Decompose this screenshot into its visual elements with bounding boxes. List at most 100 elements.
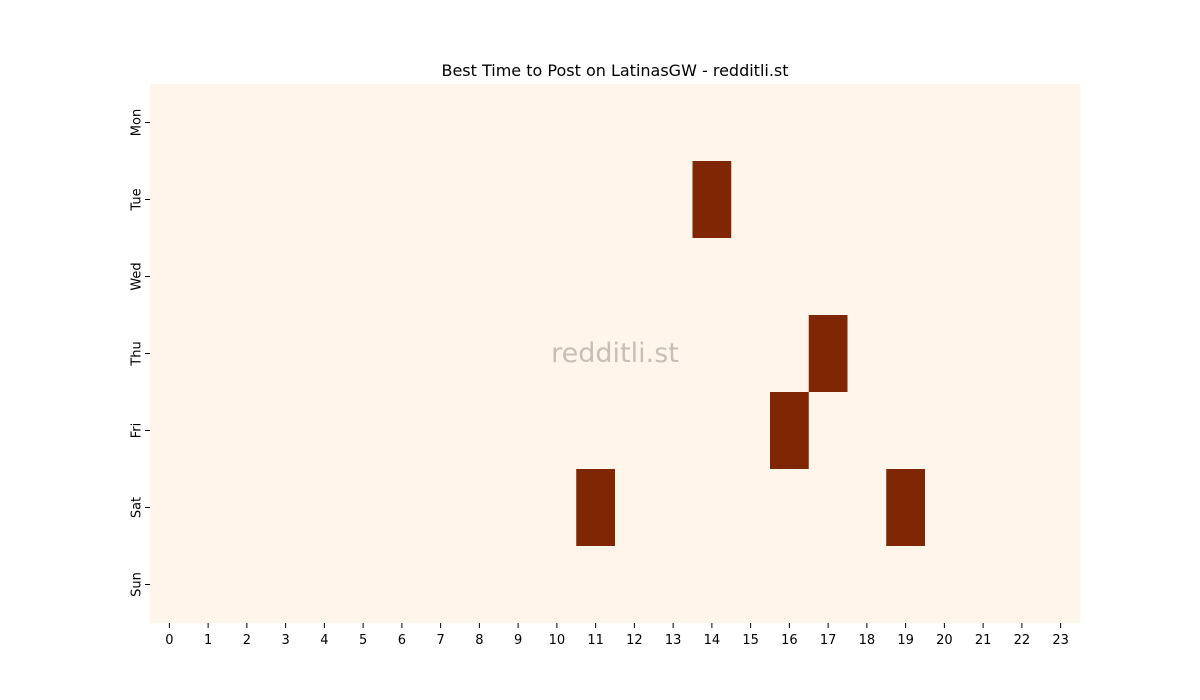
heatmap-cells [150, 84, 1081, 624]
y-axis: Mon Tue Wed Thu Fri Sat Sun [130, 109, 150, 597]
x-tick-label: 3 [281, 633, 289, 648]
x-axis: 0 1 2 3 4 5 6 7 8 9 10 11 12 13 14 15 16 17 18 19 20 21 22 23 [165, 623, 1069, 648]
heatmap-cell-thu-3 [266, 315, 306, 393]
heatmap-cell-sat-21 [963, 469, 1003, 547]
heatmap-cell-thu-21 [963, 315, 1003, 393]
heatmap-cell-mon-2 [227, 84, 267, 162]
heatmap-cell-sun-2 [227, 546, 267, 624]
heatmap-cell-fri-11 [576, 392, 616, 470]
heatmap-cell-fri-7 [421, 392, 461, 470]
heatmap-cell-wed-17 [808, 238, 848, 316]
x-tick-label: 22 [1014, 633, 1031, 648]
heatmap-cell-sun-13 [653, 546, 693, 624]
heatmap-cell-sat-23 [1041, 469, 1081, 547]
heatmap-cell-wed-20 [925, 238, 965, 316]
heatmap-cell-wed-23 [1041, 238, 1081, 316]
heatmap-cell-wed-0 [150, 238, 190, 316]
heatmap-cell-mon-18 [847, 84, 887, 162]
heatmap-cell-fri-23 [1041, 392, 1081, 470]
heatmap-cell-sun-6 [382, 546, 422, 624]
heatmap-cell-fri-2 [227, 392, 267, 470]
heatmap-cell-tue-4 [305, 161, 345, 239]
heatmap-cell-thu-5 [343, 315, 383, 393]
heatmap-cell-sun-8 [460, 546, 500, 624]
heatmap-cell-thu-0 [150, 315, 190, 393]
heatmap-cell-mon-19 [886, 84, 926, 162]
heatmap-cell-wed-15 [731, 238, 771, 316]
x-tick-label: 6 [398, 633, 406, 648]
heatmap-cell-fri-22 [1002, 392, 1042, 470]
x-tick-label: 8 [475, 633, 483, 648]
x-tick-label: 10 [549, 633, 566, 648]
heatmap-cell-sat-16 [770, 469, 810, 547]
heatmap-cell-fri-4 [305, 392, 345, 470]
heatmap-cell-thu-23 [1041, 315, 1081, 393]
heatmap-cell-mon-11 [576, 84, 616, 162]
heatmap-cell-tue-20 [925, 161, 965, 239]
heatmap-cell-sun-14 [692, 546, 732, 624]
heatmap-cell-tue-13 [653, 161, 693, 239]
heatmap-cell-thu-6 [382, 315, 422, 393]
heatmap-cell-wed-9 [498, 238, 538, 316]
x-tick-label: 11 [587, 633, 604, 648]
x-tick-label: 17 [820, 633, 837, 648]
x-tick-label: 21 [975, 633, 992, 648]
chart-title: Best Time to Post on LatinasGW - redditl… [441, 61, 788, 80]
heatmap-cell-thu-1 [188, 315, 228, 393]
heatmap-cell-fri-13 [653, 392, 693, 470]
heatmap-cell-thu-9 [498, 315, 538, 393]
heatmap-cell-mon-9 [498, 84, 538, 162]
heatmap-cell-tue-5 [343, 161, 383, 239]
heatmap-cell-sat-20 [925, 469, 965, 547]
heatmap-cell-sun-9 [498, 546, 538, 624]
heatmap-cell-thu-22 [1002, 315, 1042, 393]
heatmap-cell-tue-8 [460, 161, 500, 239]
x-tick-label: 23 [1052, 633, 1069, 648]
heatmap-cell-tue-7 [421, 161, 461, 239]
x-tick-label: 14 [704, 633, 721, 648]
heatmap-cell-wed-4 [305, 238, 345, 316]
heatmap-cell-sun-11 [576, 546, 616, 624]
heatmap-cell-sat-11 [576, 469, 616, 547]
heatmap-cell-fri-6 [382, 392, 422, 470]
heatmap-cell-mon-4 [305, 84, 345, 162]
heatmap-cell-fri-16 [770, 392, 810, 470]
heatmap-cell-wed-16 [770, 238, 810, 316]
heatmap-cell-sat-19 [886, 469, 926, 547]
heatmap-cell-wed-1 [188, 238, 228, 316]
heatmap-cell-mon-8 [460, 84, 500, 162]
heatmap-cell-sat-0 [150, 469, 190, 547]
heatmap-cell-sun-1 [188, 546, 228, 624]
heatmap-cell-sun-21 [963, 546, 1003, 624]
heatmap-cell-sun-17 [808, 546, 848, 624]
heatmap-cell-sun-10 [537, 546, 577, 624]
heatmap-cell-tue-2 [227, 161, 267, 239]
heatmap-cell-sat-22 [1002, 469, 1042, 547]
heatmap-cell-sat-15 [731, 469, 771, 547]
heatmap-cell-tue-18 [847, 161, 887, 239]
heatmap-cell-fri-0 [150, 392, 190, 470]
heatmap-cell-wed-22 [1002, 238, 1042, 316]
heatmap-cell-sat-12 [615, 469, 655, 547]
heatmap-cell-sun-23 [1041, 546, 1081, 624]
heatmap-cell-tue-19 [886, 161, 926, 239]
heatmap-cell-mon-5 [343, 84, 383, 162]
heatmap-cell-tue-11 [576, 161, 616, 239]
heatmap-cell-fri-17 [808, 392, 848, 470]
x-tick-label: 19 [897, 633, 914, 648]
heatmap-cell-mon-6 [382, 84, 422, 162]
heatmap-cell-tue-6 [382, 161, 422, 239]
heatmap-cell-tue-9 [498, 161, 538, 239]
heatmap-cell-mon-1 [188, 84, 228, 162]
heatmap-cell-wed-5 [343, 238, 383, 316]
heatmap-cell-mon-16 [770, 84, 810, 162]
heatmap-cell-sat-14 [692, 469, 732, 547]
heatmap-cell-thu-10 [537, 315, 577, 393]
x-tick-label: 5 [359, 633, 367, 648]
heatmap-cell-thu-18 [847, 315, 887, 393]
heatmap-cell-sat-7 [421, 469, 461, 547]
heatmap-cell-tue-14 [692, 161, 732, 239]
heatmap-cell-mon-12 [615, 84, 655, 162]
heatmap-cell-sat-4 [305, 469, 345, 547]
heatmap-cell-tue-12 [615, 161, 655, 239]
